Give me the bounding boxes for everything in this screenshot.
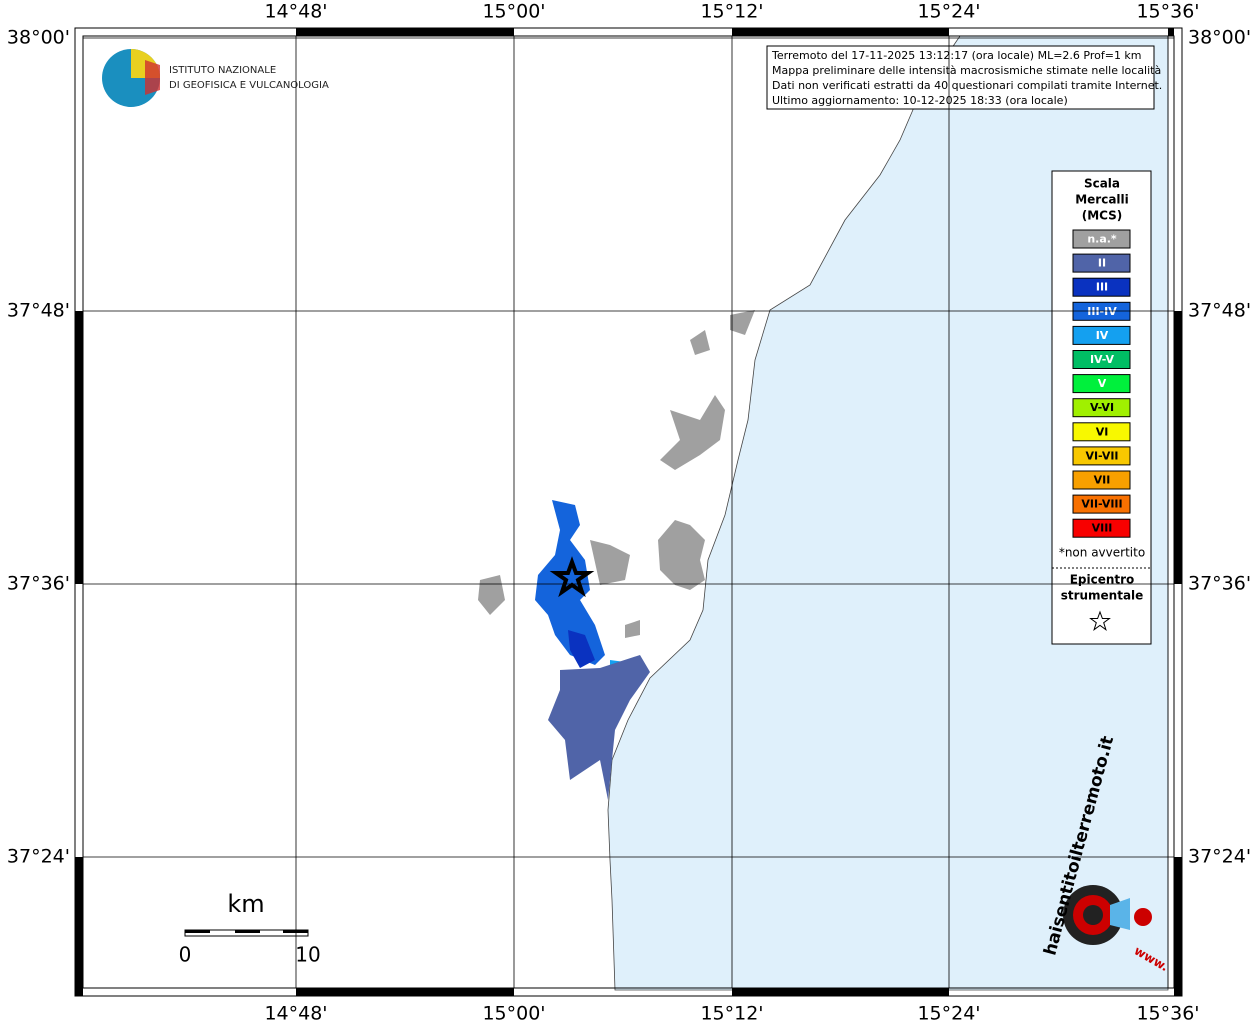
lat-label: 37°36' — [1188, 573, 1251, 595]
legend-label: VI — [1096, 425, 1109, 438]
frame-bar — [732, 988, 949, 996]
info-line: Mappa preliminare delle intensità macros… — [772, 64, 1161, 77]
lat-label: 37°48' — [1188, 300, 1251, 322]
legend-swatch — [1072, 398, 1131, 418]
legend-label: IV-V — [1090, 353, 1115, 366]
legend-title: Scala — [1084, 177, 1120, 191]
lat-label: 37°48' — [7, 300, 70, 322]
legend-swatch — [1072, 518, 1131, 538]
lat-label: 37°24' — [7, 846, 70, 868]
legend-title: (MCS) — [1082, 209, 1123, 223]
area-na — [660, 395, 725, 470]
legend-label: VIII — [1092, 522, 1113, 535]
legend-label: V-VI — [1090, 401, 1114, 414]
legend-title: Mercalli — [1075, 193, 1129, 207]
scale-unit: km — [227, 890, 264, 918]
legend-label: II — [1098, 257, 1106, 270]
frame-bar — [1168, 28, 1174, 36]
frame-bar — [732, 28, 949, 36]
frame-bar — [296, 28, 514, 36]
lon-label: 15°00' — [482, 1, 545, 23]
frame-bar — [296, 988, 514, 996]
legend-label: IV — [1096, 329, 1109, 342]
area-iii-iv — [535, 500, 605, 665]
lon-label: 15°12' — [700, 1, 763, 23]
area-na — [658, 520, 705, 590]
legend-swatch — [1072, 422, 1131, 442]
org-name: DI GEOFISICA E VULCANOLOGIA — [169, 80, 329, 91]
legend-swatch — [1072, 374, 1131, 394]
lat-label: 38°00' — [7, 27, 70, 49]
legend-swatch — [1072, 253, 1131, 273]
legend-swatch — [1072, 325, 1131, 345]
legend-epicenter: Epicentro — [1070, 573, 1135, 587]
area-ii — [548, 655, 650, 800]
legend-swatch — [1072, 350, 1131, 369]
lon-label: 15°00' — [482, 1003, 545, 1025]
legend-swatch — [1072, 446, 1131, 466]
lon-label: 15°36' — [1136, 1003, 1199, 1025]
lon-label: 14°48' — [264, 1, 327, 23]
sea — [607, 35, 1169, 991]
frame-inner — [82, 35, 1175, 989]
lat-label: 37°36' — [7, 573, 70, 595]
legend-label: V — [1098, 377, 1107, 390]
legend-epicenter: strumentale — [1061, 589, 1144, 603]
info-line: Dati non verificati estratti da 40 quest… — [772, 79, 1162, 92]
frame-bar — [1174, 311, 1182, 584]
legend-label: VI-VII — [1085, 449, 1118, 462]
legend-star — [1089, 610, 1111, 631]
legend-label: VII — [1094, 474, 1111, 487]
legend-label: III — [1096, 281, 1108, 294]
scale-label: 10 — [295, 943, 320, 967]
info-line: Terremoto del 17-11-2025 13:12:17 (ora l… — [771, 49, 1142, 62]
area-iii — [568, 630, 595, 668]
legend-label: VII-VIII — [1081, 498, 1122, 511]
legend-swatch — [1072, 470, 1131, 490]
lon-label: 15°24' — [917, 1003, 980, 1025]
legend-note: *non avvertito — [1059, 546, 1145, 560]
epicenter-star — [549, 556, 595, 598]
lon-label: 15°12' — [700, 1003, 763, 1025]
info-line: Ultimo aggiornamento: 10-12-2025 18:33 (… — [772, 94, 1068, 107]
inst-logo: ISTITUTO NAZIONALE DI GEOFISICA E VULCAN… — [102, 49, 329, 107]
frame-bar — [75, 857, 83, 996]
scale-label: 0 — [179, 943, 192, 967]
frame-bar — [75, 311, 83, 584]
area-na — [478, 310, 755, 638]
info-box — [766, 45, 1155, 110]
scale-bar: km 0 10 — [179, 890, 321, 967]
lon-label: 15°36' — [1136, 1, 1199, 23]
legend-swatch — [1072, 494, 1131, 514]
legend-label: n.a.* — [1087, 233, 1117, 246]
lat-label: 37°24' — [1188, 846, 1251, 868]
frame-bar — [1174, 857, 1182, 996]
lon-label: 14°48' — [264, 1003, 327, 1025]
legend-swatch — [1072, 229, 1131, 249]
legend-swatch — [1072, 277, 1131, 297]
lon-label: 15°24' — [917, 1, 980, 23]
org-name: ISTITUTO NAZIONALE — [169, 65, 276, 76]
lat-label: 38°00' — [1188, 27, 1251, 49]
